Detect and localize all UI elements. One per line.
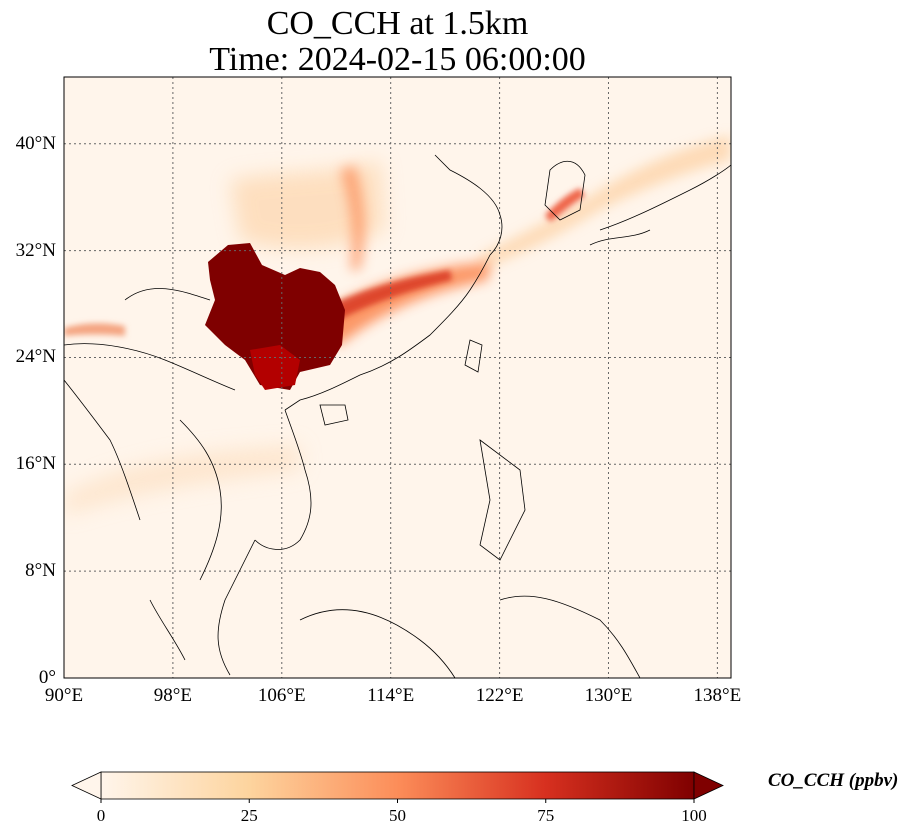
co-hotspot [205,243,345,390]
colorbar-label: CO_CCH (ppbv) [768,770,899,791]
colorbar-extend-min [71,771,102,800]
lon-tick-label: 138°E [693,685,742,706]
coastlines [64,154,731,678]
lon-tick-label: 114°E [367,685,415,706]
colorbar-tick-label: 75 [537,806,555,825]
lat-tick-label: 0° [38,667,56,688]
lat-tick-label: 24°N [15,346,56,368]
lon-tick-label: 98°E [153,685,192,706]
map-frame [63,76,732,679]
lon-tick-label: 106°E [257,685,306,706]
map-title-line1: CO_CCH at 1.5km [266,5,529,42]
gridlines [64,77,731,678]
colorbar-tick-label: 0 [96,806,106,825]
lon-tick-label: 130°E [584,685,633,706]
lon-tick-label: 90°E [44,685,84,706]
map-title-line2: Time: 2024-02-15 06:00:00 [209,41,586,78]
colorbar-tick-label: 50 [389,806,406,825]
colorbar-tickmarks [100,799,695,803]
lon-tick-label: 122°E [475,685,524,706]
concentration-field [64,135,731,515]
lat-tick-label: 32°N [15,239,56,261]
colorbar-tick-label: 100 [681,806,707,825]
map-background [64,77,731,678]
colorbar-tick-label: 25 [240,806,258,825]
colorbar-extend-max [693,771,724,800]
lat-tick-label: 40°N [15,132,56,154]
colorbar [71,771,724,803]
colorbar-gradient [100,771,695,800]
lat-tick-label: 8°N [25,560,56,582]
lat-tick-label: 16°N [15,453,56,475]
